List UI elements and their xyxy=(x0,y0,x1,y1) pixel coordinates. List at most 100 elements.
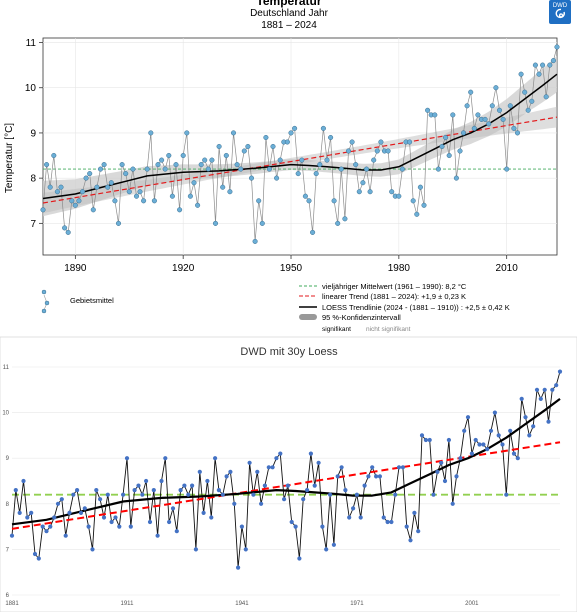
x-tick-label: 1971 xyxy=(350,601,364,607)
data-point xyxy=(274,456,279,461)
y-tick-label: 7 xyxy=(30,219,36,230)
data-point xyxy=(347,515,352,520)
y-tick-label: 6 xyxy=(6,593,10,599)
data-point xyxy=(201,510,206,515)
data-point xyxy=(421,202,427,208)
data-point xyxy=(546,419,551,424)
data-point xyxy=(400,465,405,470)
dwd-logo-text: DWD xyxy=(553,3,568,9)
data-point xyxy=(542,387,547,392)
data-point xyxy=(90,547,95,552)
data-point xyxy=(381,515,386,520)
data-point xyxy=(342,216,348,222)
chart1-subtitle: Deutschland Jahr xyxy=(250,8,328,19)
data-point xyxy=(457,148,463,154)
data-point xyxy=(55,501,61,506)
data-point xyxy=(78,510,84,515)
data-point xyxy=(163,456,168,461)
data-point xyxy=(105,184,111,190)
data-point xyxy=(195,202,201,208)
chart1: Temperatur Deutschland Jahr 1881 – 2024 … xyxy=(4,0,571,333)
data-point xyxy=(162,166,168,172)
y-tick-label: 11 xyxy=(26,38,37,49)
data-point xyxy=(144,478,149,484)
data-point xyxy=(9,533,15,538)
x-tick-label: 1950 xyxy=(280,263,303,274)
data-point xyxy=(523,415,528,420)
data-point xyxy=(223,152,229,159)
chart2-title: DWD mit 30y Loess xyxy=(240,346,338,358)
data-point xyxy=(236,565,241,570)
data-point xyxy=(36,556,41,561)
data-point xyxy=(71,492,76,497)
chart2: DWD mit 30y Loess 1881 1911 1941 1971 2001 6 7… xyxy=(0,336,577,612)
data-point xyxy=(216,488,221,493)
data-point xyxy=(109,519,114,525)
data-point xyxy=(338,166,344,172)
chart1-ylabel: Temperatur [°C] xyxy=(4,123,15,193)
data-point xyxy=(439,143,445,150)
data-point xyxy=(450,112,456,118)
data-point xyxy=(529,98,535,104)
chart2-series xyxy=(9,369,563,570)
data-point xyxy=(270,143,276,150)
data-point xyxy=(79,189,86,195)
data-point xyxy=(144,166,150,172)
data-point xyxy=(453,175,459,181)
data-point xyxy=(155,533,160,538)
data-point xyxy=(173,162,179,168)
data-point xyxy=(482,116,488,122)
data-point xyxy=(367,189,373,195)
data-point xyxy=(345,148,352,154)
data-point xyxy=(62,225,68,231)
data-point xyxy=(316,460,321,465)
data-point xyxy=(212,220,219,226)
data-point xyxy=(133,193,140,199)
data-point xyxy=(488,428,494,433)
data-point xyxy=(205,166,211,172)
data-point xyxy=(443,134,449,141)
data-point xyxy=(412,510,417,515)
legend-konfidenz: 95 %-Konfidenzintervall xyxy=(299,313,401,322)
data-point xyxy=(119,162,125,168)
data-point xyxy=(393,492,398,497)
chart1-title: Temperatur xyxy=(256,0,321,8)
data-point xyxy=(256,198,262,204)
x-tick-label: 2010 xyxy=(496,263,519,274)
data-point xyxy=(40,524,45,529)
data-point xyxy=(302,193,308,199)
data-point xyxy=(174,529,179,534)
data-point xyxy=(354,492,359,497)
data-point xyxy=(554,44,560,50)
data-point xyxy=(220,492,225,497)
data-point xyxy=(259,220,265,226)
data-point xyxy=(255,469,260,474)
data-point xyxy=(500,116,506,122)
data-point xyxy=(335,220,341,226)
data-point xyxy=(414,211,420,217)
data-point xyxy=(170,506,176,511)
legend-linear-trend-label: linearer Trend (1881 – 2024): +1,9 ± 0,2… xyxy=(322,292,466,301)
data-point xyxy=(540,62,546,68)
data-point xyxy=(324,157,330,163)
data-point xyxy=(47,184,53,190)
data-point xyxy=(52,515,57,520)
data-point xyxy=(371,157,377,163)
chart1-legend: Gebietsmittel vieljähriger Mittelwert (1… xyxy=(41,282,510,333)
data-point xyxy=(507,103,513,109)
data-point xyxy=(489,103,495,109)
x-tick-label: 1911 xyxy=(121,601,135,607)
data-point xyxy=(500,442,505,447)
data-point xyxy=(460,130,467,136)
data-point xyxy=(557,369,563,374)
data-point xyxy=(190,483,195,488)
data-point xyxy=(141,198,147,204)
data-point xyxy=(313,171,319,177)
data-point xyxy=(293,524,298,529)
data-point xyxy=(124,456,130,461)
data-point xyxy=(547,62,553,68)
data-point xyxy=(385,148,391,154)
data-point xyxy=(101,162,107,168)
chart1-axes: 1890 1920 1950 1980 2010 7 8 9 10 11 xyxy=(25,38,518,274)
data-point xyxy=(177,207,183,213)
